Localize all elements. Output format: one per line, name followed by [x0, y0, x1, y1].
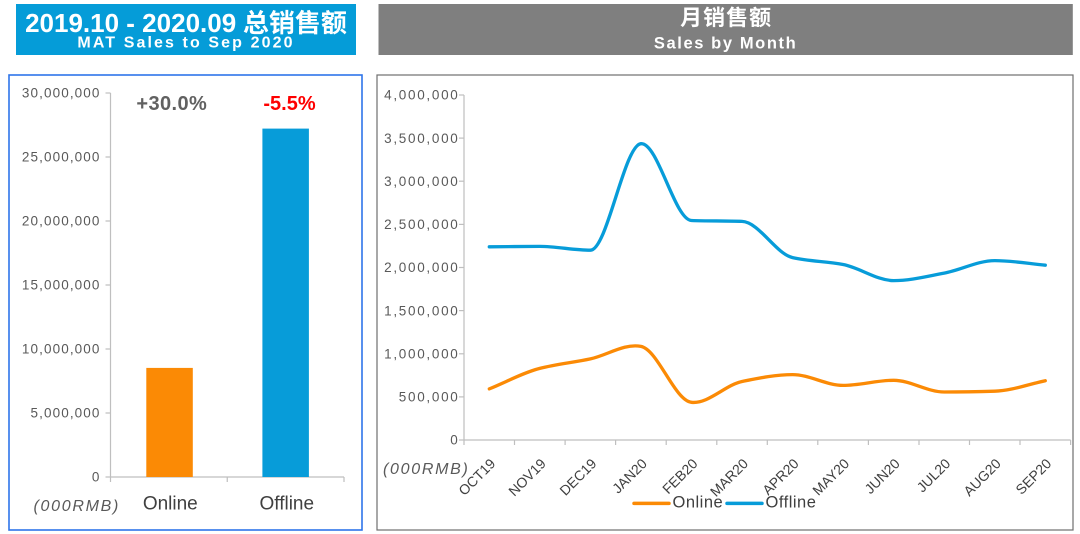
svg-text:Online: Online: [673, 494, 724, 512]
svg-text:1,000,000: 1,000,000: [384, 346, 459, 361]
svg-text:+30.0%: +30.0%: [136, 93, 207, 115]
svg-text:-5.5%: -5.5%: [263, 93, 315, 115]
svg-text:3,500,000: 3,500,000: [384, 131, 459, 146]
svg-text:Offline: Offline: [260, 494, 315, 515]
svg-text:(000RMB): (000RMB): [383, 461, 470, 478]
svg-text:500,000: 500,000: [399, 390, 460, 405]
svg-text:20,000,000: 20,000,000: [22, 214, 101, 229]
svg-text:25,000,000: 25,000,000: [22, 150, 101, 165]
svg-text:MAT Sales to Sep 2020: MAT Sales to Sep 2020: [77, 35, 294, 52]
svg-text:2,000,000: 2,000,000: [384, 260, 459, 275]
svg-text:0: 0: [450, 433, 459, 448]
svg-text:1,500,000: 1,500,000: [384, 303, 459, 318]
svg-text:Offline: Offline: [766, 494, 817, 512]
svg-text:2,500,000: 2,500,000: [384, 217, 459, 232]
svg-text:2019.10 - 2020.09: 2019.10 - 2020.09: [25, 8, 236, 38]
svg-text:Online: Online: [143, 494, 198, 515]
svg-text:0: 0: [92, 470, 101, 485]
svg-text:(000RMB): (000RMB): [34, 498, 121, 515]
svg-text:3,000,000: 3,000,000: [384, 174, 459, 189]
svg-text:Sales by Month: Sales by Month: [654, 34, 797, 52]
svg-text:30,000,000: 30,000,000: [22, 86, 101, 101]
svg-text:15,000,000: 15,000,000: [22, 278, 101, 293]
svg-text:4,000,000: 4,000,000: [384, 88, 459, 103]
svg-text:5,000,000: 5,000,000: [31, 406, 101, 421]
svg-text:10,000,000: 10,000,000: [22, 342, 101, 357]
